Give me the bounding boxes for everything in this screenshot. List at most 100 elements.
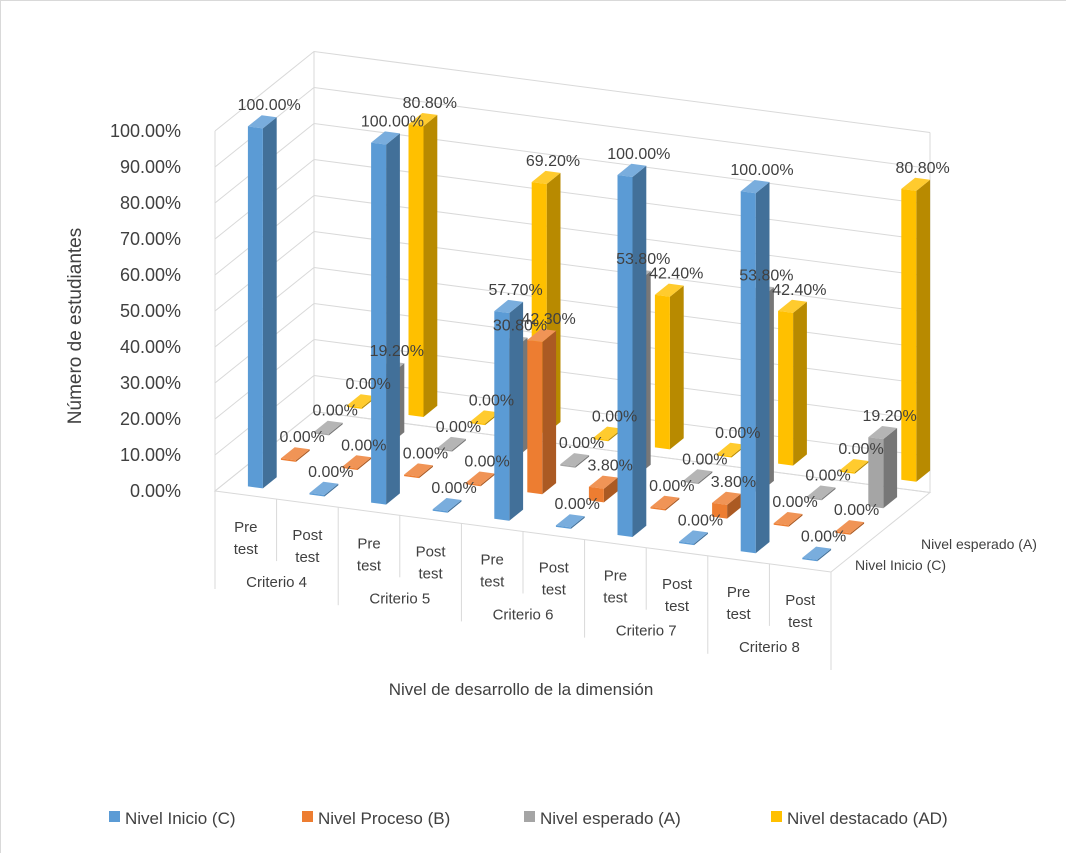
bar [778, 299, 807, 466]
y-tick-label: 20.00% [120, 409, 181, 429]
x-axis-title: Nivel de desarrollo de la dimensión [389, 680, 654, 699]
data-label: 3.80% [588, 458, 633, 475]
bar [740, 180, 770, 554]
x-subcategory-label: Pre [604, 568, 627, 585]
data-label: 0.00% [464, 454, 509, 471]
x-subcategory-label: test [295, 549, 320, 566]
bar [802, 546, 832, 562]
bar [555, 514, 585, 529]
x-group-label: Criterio 5 [369, 590, 430, 607]
y-tick-label: 80.00% [120, 193, 181, 213]
x-group-label: Criterio 7 [616, 623, 677, 640]
data-label: 69.20% [526, 153, 580, 170]
legend-label: Nivel esperado (A) [540, 809, 681, 828]
x-group-label: Criterio 8 [739, 639, 800, 656]
bar [712, 491, 741, 519]
x-subcategory-label: Pre [481, 552, 504, 569]
data-labels: 0.00% 80.80% 0.00% 69.20% 0.00% 42.40% 0.00% 42… [238, 95, 950, 546]
legend-item: Nivel Proceso (B) [302, 809, 450, 828]
x-subcategory-label: test [234, 541, 259, 558]
x-subcategory-label: Post [662, 576, 693, 593]
x-subcategory-label: test [480, 574, 505, 591]
y-axis-title: Número de estudiantes [65, 228, 86, 424]
data-label: 0.00% [308, 464, 353, 481]
y-tick-label: 60.00% [120, 265, 181, 285]
bar [494, 299, 524, 521]
bar [839, 459, 869, 474]
data-label: 0.00% [555, 496, 600, 513]
x-subcategory-label: test [542, 582, 567, 599]
y-tick-labels: 0.00% 10.00% 20.00% 30.00% 40.00% 50.00% 60.00… [110, 121, 181, 501]
data-label: 0.00% [838, 441, 883, 458]
gridline [214, 50, 931, 133]
data-label: 53.80% [616, 251, 670, 268]
data-label: 0.00% [834, 502, 879, 519]
gridline [214, 266, 931, 349]
data-label: 57.70% [488, 282, 542, 299]
bar [868, 426, 898, 509]
bar [835, 520, 865, 535]
bar [654, 283, 684, 450]
bar [901, 177, 931, 482]
data-label: 0.00% [346, 376, 391, 393]
legend-swatch [524, 811, 535, 822]
data-label: 0.00% [715, 425, 760, 442]
bar [465, 471, 495, 487]
bar [432, 498, 462, 513]
data-label: 19.20% [862, 408, 916, 425]
legend-item: Nivel Inicio (C) [109, 809, 236, 828]
data-label: 0.00% [772, 494, 817, 511]
data-label: 0.00% [649, 478, 694, 495]
x-subcategory-label: Pre [727, 584, 750, 601]
bar [408, 113, 438, 418]
gridline [214, 194, 931, 277]
bar [650, 495, 680, 511]
x-subcategory-label: test [788, 614, 813, 631]
x-subcategory-label: Post [292, 527, 323, 544]
floor [213, 410, 932, 573]
bar [773, 512, 803, 527]
data-label: 0.00% [559, 435, 604, 452]
y-tick-label: 40.00% [120, 337, 181, 357]
data-label: 0.00% [431, 480, 476, 497]
legend-label: Nivel destacado (AD) [787, 809, 948, 828]
x-group-label: Criterio 6 [493, 607, 554, 624]
x-subcategory-label: Post [785, 592, 816, 609]
legend-item: Nivel destacado (AD) [771, 809, 948, 828]
legend: Nivel Inicio (C) Nivel Proceso (B) Nivel e… [109, 809, 948, 828]
depth-axis-label: Nivel esperado (A) [921, 536, 1037, 552]
bar [371, 131, 400, 505]
data-label: 0.00% [469, 392, 514, 409]
legend-item: Nivel esperado (A) [524, 809, 681, 828]
legend-swatch [109, 811, 120, 822]
x-subcategory-label: test [419, 565, 444, 582]
bar [437, 436, 466, 452]
x-group-label: Criterio 4 [246, 574, 307, 591]
x-subcategory-label: Post [416, 543, 447, 560]
bar [527, 328, 557, 495]
data-label: 0.00% [801, 529, 846, 546]
bar [309, 481, 339, 497]
data-label: 0.00% [682, 451, 727, 468]
data-label: 42.40% [772, 282, 826, 299]
bar [588, 475, 618, 503]
bars [247, 113, 931, 562]
data-label: 0.00% [805, 468, 850, 485]
depth-axis-labels: Nivel esperado (A) Nivel Inicio (C) [855, 536, 1037, 573]
y-tick-label: 90.00% [120, 157, 181, 177]
bar [280, 447, 310, 462]
data-label: 53.80% [739, 267, 793, 284]
bar [683, 469, 713, 484]
bar [247, 115, 277, 489]
x-axis: Pre test Post test Pre test Post test Pre test Pos… [214, 491, 832, 670]
y-tick-label: 10.00% [120, 445, 181, 465]
x-subcategory-label: test [603, 590, 628, 607]
bar [560, 453, 590, 468]
bar [404, 463, 433, 479]
y-tick-label: 100.00% [110, 121, 181, 141]
y-tick-label: 0.00% [130, 481, 181, 501]
y-tick-label: 70.00% [120, 229, 181, 249]
data-label: 19.20% [370, 343, 424, 360]
